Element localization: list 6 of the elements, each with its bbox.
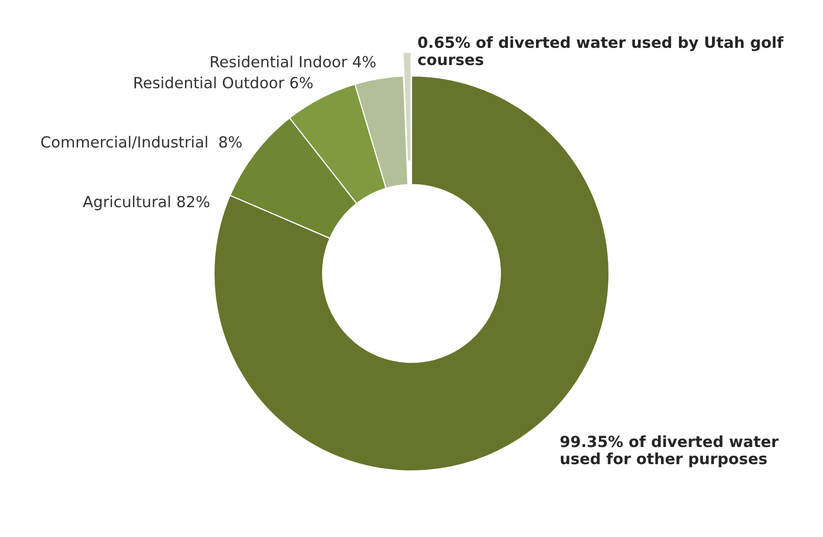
text: 99.35% of diverted water used for other purposes — [560, 435, 779, 468]
slice-label: Residential Indoor 4% — [210, 56, 376, 68]
slice-label: Commercial/Industrial 8% — [41, 136, 242, 149]
slice-label: Residential Outdoor 6% — [134, 76, 313, 88]
slice-label: Agricultural 82% — [82, 196, 210, 210]
slice-label: 0.65% of diverted water used by Utah golf courses — [418, 36, 784, 66]
